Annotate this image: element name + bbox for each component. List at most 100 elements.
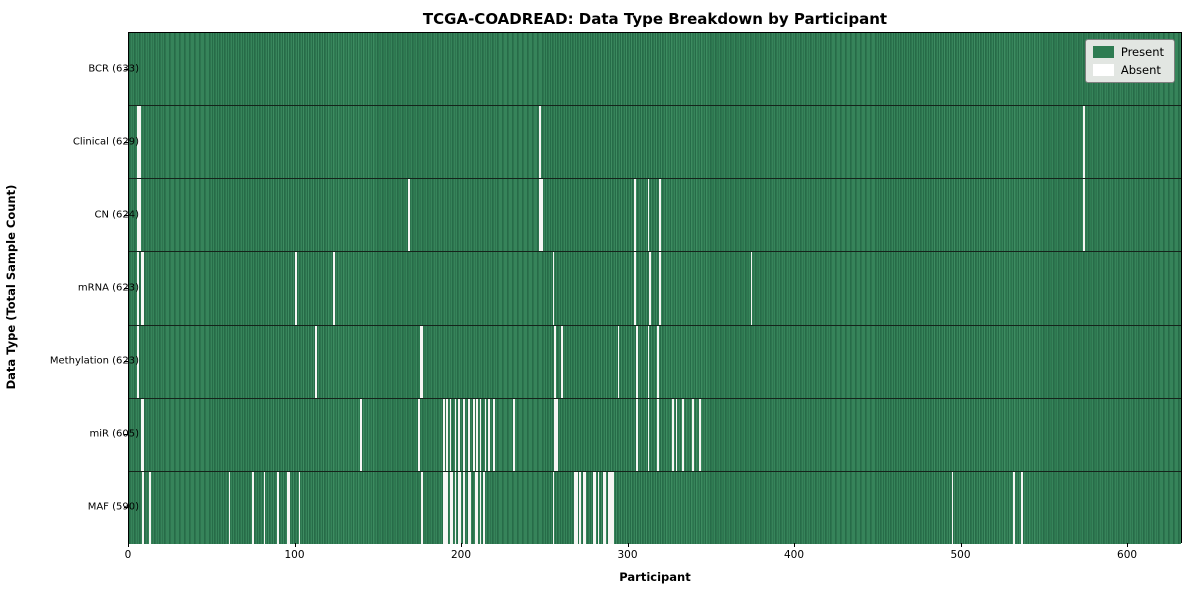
absent-mark xyxy=(454,398,457,471)
x-tick-mark xyxy=(461,543,463,547)
absent-mark xyxy=(295,252,297,325)
heatmap-row-clinical xyxy=(129,105,1181,179)
chart-title: TCGA-COADREAD: Data Type Breakdown by Pa… xyxy=(422,10,888,28)
absent-mark xyxy=(276,471,279,544)
absent-mark xyxy=(138,179,141,252)
absent-mark xyxy=(594,471,597,544)
absent-mark xyxy=(446,471,449,544)
absent-mark xyxy=(474,471,477,544)
absent-mark xyxy=(288,471,291,544)
legend-swatch-present xyxy=(1092,46,1114,58)
absent-mark xyxy=(421,325,424,398)
absent-mark xyxy=(692,398,695,471)
absent-mark xyxy=(617,325,620,398)
absent-mark xyxy=(659,179,661,252)
absent-mark xyxy=(444,471,447,544)
absent-mark xyxy=(635,398,638,471)
absent-mark xyxy=(251,471,254,544)
absent-mark xyxy=(647,325,650,398)
absent-mark xyxy=(459,471,462,544)
absent-mark xyxy=(140,252,143,325)
absent-mark xyxy=(604,471,606,544)
absent-mark xyxy=(142,471,144,544)
absent-mark xyxy=(672,398,675,471)
legend-item-absent: Absent xyxy=(1092,63,1164,77)
absent-mark xyxy=(649,252,651,325)
absent-mark xyxy=(556,398,558,471)
absent-mark xyxy=(476,398,479,471)
absent-mark xyxy=(609,471,611,544)
absent-mark xyxy=(408,179,410,252)
absent-mark xyxy=(492,398,495,471)
y-tick-mark xyxy=(124,360,128,362)
absent-mark xyxy=(561,325,563,398)
absent-mark xyxy=(582,471,585,544)
absent-mark xyxy=(137,252,139,325)
absent-mark xyxy=(597,471,600,544)
x-tick-label-200: 200 xyxy=(450,549,472,561)
absent-mark xyxy=(463,471,465,544)
y-tick-mark xyxy=(124,433,128,435)
x-tick-label-600: 600 xyxy=(1117,549,1138,561)
absent-mark xyxy=(446,398,449,471)
absent-mark xyxy=(449,398,452,471)
x-tick-label-100: 100 xyxy=(284,549,305,561)
absent-mark xyxy=(228,471,231,544)
legend: Present Absent xyxy=(1084,39,1175,83)
absent-mark xyxy=(552,471,555,544)
absent-mark xyxy=(657,398,660,471)
absent-mark xyxy=(476,471,479,544)
legend-swatch-absent xyxy=(1092,64,1114,76)
absent-mark xyxy=(468,398,470,471)
y-tick-mark xyxy=(124,506,128,508)
x-tick-mark xyxy=(627,543,629,547)
absent-mark xyxy=(469,471,472,544)
x-tick-label-500: 500 xyxy=(950,549,971,561)
absent-mark xyxy=(554,398,557,471)
absent-mark xyxy=(473,398,475,471)
absent-mark xyxy=(142,252,144,325)
absent-mark xyxy=(298,471,301,544)
y-tick-label-bcr: BCR (633) xyxy=(88,63,139,74)
x-tick-mark xyxy=(1127,543,1129,547)
absent-mark xyxy=(612,471,615,544)
x-tick-mark xyxy=(128,543,129,547)
absent-mark xyxy=(592,471,595,544)
absent-mark xyxy=(286,471,289,544)
absent-mark xyxy=(449,471,452,544)
absent-mark xyxy=(1082,179,1085,252)
absent-mark xyxy=(451,471,454,544)
plot-area: Present Absent xyxy=(128,32,1182,544)
absent-mark xyxy=(682,398,685,471)
absent-mark xyxy=(512,398,515,471)
absent-mark xyxy=(1021,471,1024,544)
absent-mark xyxy=(419,325,422,398)
legend-item-present: Present xyxy=(1092,45,1164,59)
x-axis-label: Participant xyxy=(619,570,691,584)
y-axis-label: Data Type (Total Sample Count) xyxy=(4,184,18,390)
absent-mark xyxy=(458,398,460,471)
absent-mark xyxy=(468,471,470,544)
y-tick-label-mir: miR (605) xyxy=(89,428,139,439)
heatmap-row-bcr xyxy=(129,33,1181,106)
y-tick-label-methylation: Methylation (623) xyxy=(49,355,139,366)
absent-mark xyxy=(1013,471,1015,544)
absent-mark xyxy=(657,325,660,398)
absent-mark xyxy=(675,398,678,471)
x-tick-label-400: 400 xyxy=(784,549,805,561)
absent-mark xyxy=(421,471,424,544)
legend-label: Absent xyxy=(1120,63,1161,77)
y-tick-mark xyxy=(124,68,128,70)
absent-mark xyxy=(142,398,144,471)
y-tick-label-clinical: Clinical (629) xyxy=(72,136,139,147)
absent-mark xyxy=(539,106,542,179)
x-tick-label-0: 0 xyxy=(124,549,132,561)
y-tick-mark xyxy=(124,287,128,289)
heatmap-row-cn xyxy=(129,178,1181,252)
absent-mark xyxy=(634,179,636,252)
heatmap-row-mrna xyxy=(129,251,1181,325)
absent-mark xyxy=(458,471,460,544)
x-tick-mark xyxy=(794,543,796,547)
absent-mark xyxy=(554,325,557,398)
